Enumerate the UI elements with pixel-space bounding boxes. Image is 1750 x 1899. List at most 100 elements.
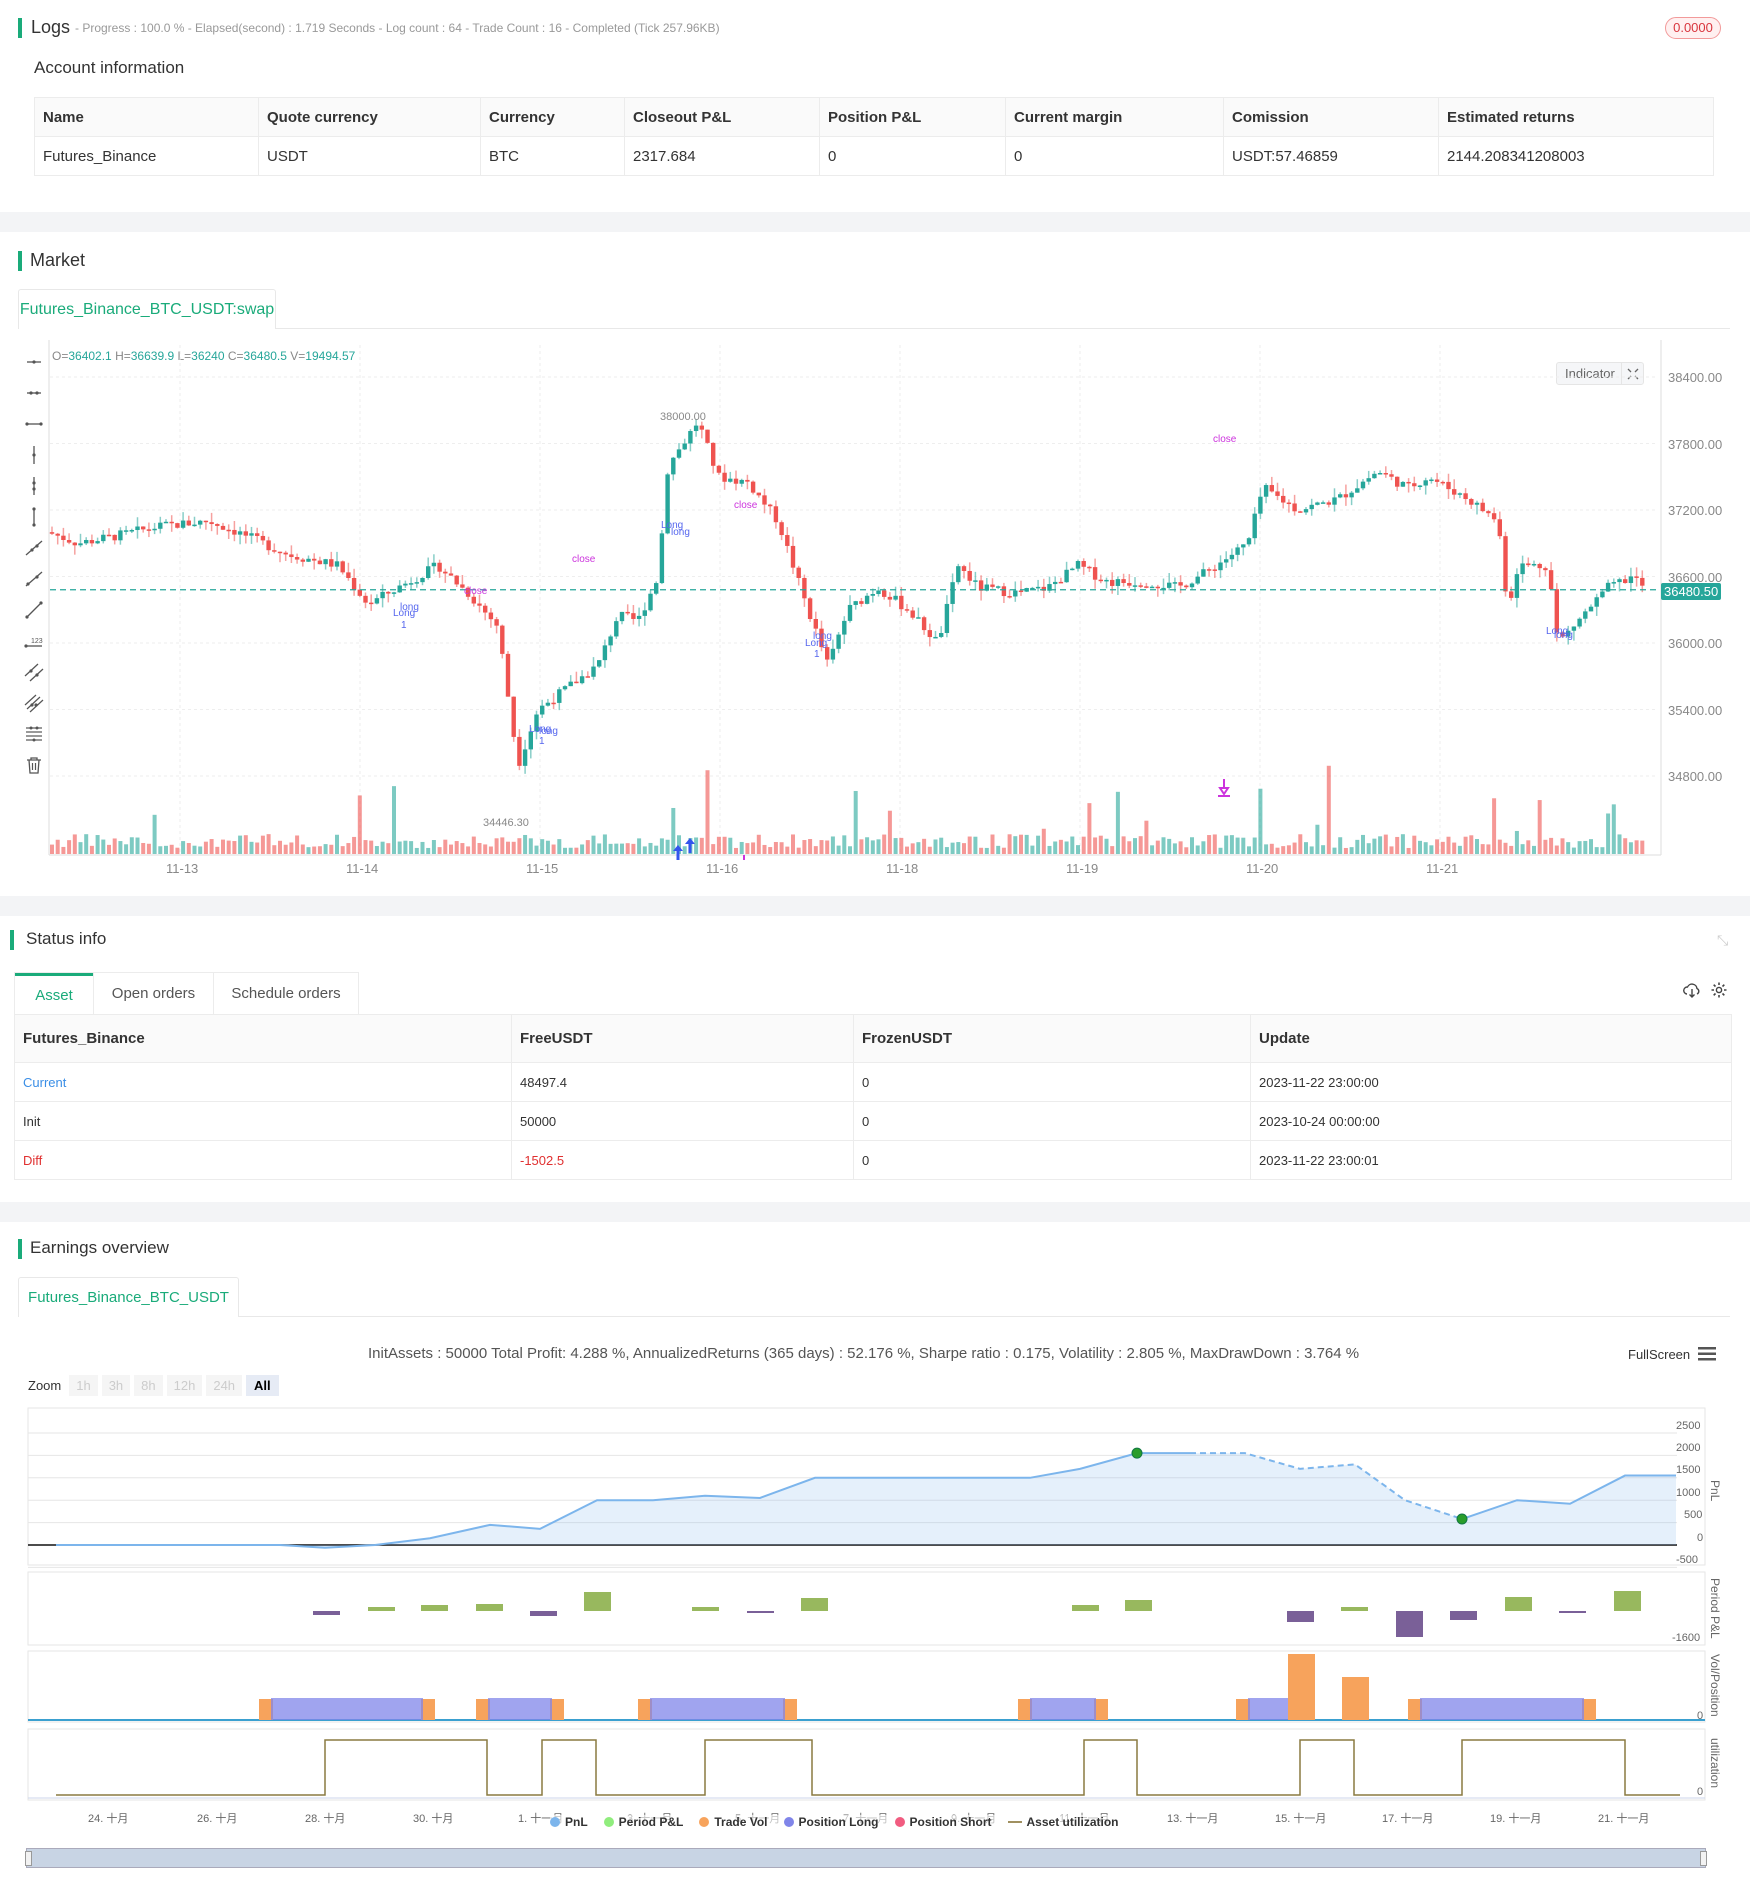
navigator-scrollbar[interactable] (25, 1848, 1707, 1868)
indicator-button[interactable]: Indicator (1556, 362, 1644, 385)
close-label: close (464, 586, 488, 597)
horizontal-line-tool-icon[interactable] (22, 412, 46, 436)
tab-schedule-orders[interactable]: Schedule orders (213, 973, 358, 1014)
tab-market-symbol[interactable]: Futures_Binance_BTC_USDT:swap (18, 289, 276, 329)
status-accent (10, 930, 14, 950)
navigator-handle-left[interactable] (25, 1851, 32, 1866)
zoom-3h-button[interactable]: 3h (101, 1375, 131, 1396)
close-label: close (572, 554, 596, 565)
ohlc-high: 36639.9 (130, 349, 175, 363)
status-tabs: Asset Open orders Schedule orders (14, 972, 359, 1014)
fullscreen-button[interactable]: FullScreen (1628, 1347, 1691, 1362)
ohlc-o-label: O= (52, 349, 69, 363)
legend-position-long[interactable]: Position Long (783, 1815, 879, 1829)
section-divider (0, 212, 1750, 232)
col-position-pnl: Position P&L (819, 97, 1006, 137)
horizontal-ray-tool-icon[interactable] (22, 350, 46, 374)
ohlc-c-label: C= (224, 349, 244, 363)
candlestick-chart[interactable] (48, 340, 1663, 860)
navigator-handle-right[interactable] (1700, 1851, 1707, 1866)
ohlc-volume: 19494.57 (305, 349, 356, 363)
col-update: Update (1250, 1014, 1732, 1063)
legend-label: Position Short (909, 1815, 992, 1829)
table-row: Diff -1502.5 0 2023-11-22 23:00:01 (14, 1140, 1732, 1180)
zoom-controls: Zoom 1h 3h 8h 12h 24h All (28, 1375, 279, 1396)
cell-frozen: 0 (853, 1140, 1251, 1180)
fibonacci-channel-tool-icon[interactable] (22, 691, 46, 715)
legend-pnl[interactable]: PnL (550, 1815, 588, 1829)
row-label-diff: Diff (14, 1140, 512, 1180)
account-row: Futures_Binance USDT BTC 2317.684 0 0 US… (34, 136, 1714, 176)
parallel-channel-tool-icon[interactable] (22, 660, 46, 684)
tab-earnings-symbol[interactable]: Futures_Binance_BTC_USDT (18, 1277, 239, 1317)
collapse-icon[interactable]: ⤡ (1717, 932, 1729, 948)
y-tick: 36600.00 (1668, 570, 1723, 585)
pnl-axis-title: PnL (1708, 1480, 1722, 1502)
fibonacci-lines-tool-icon[interactable] (22, 722, 46, 746)
trend-segment-tool-icon[interactable] (22, 567, 46, 591)
y-tick: 36000.00 (1668, 636, 1723, 651)
ohlc-low: 36240 (191, 349, 225, 363)
x-tick: 24. 十月 (88, 1813, 129, 1825)
svg-text:123: 123 (31, 638, 43, 645)
legend-line-icon (1007, 1821, 1022, 1823)
zoom-all-button[interactable]: All (246, 1375, 279, 1396)
cell-frozen: 0 (853, 1062, 1251, 1102)
settings-gear-icon[interactable] (1710, 981, 1728, 999)
ohlc-h-label: H= (111, 349, 131, 363)
market-title: Market (30, 250, 86, 270)
x-tick: 21. 十一月 (1598, 1813, 1650, 1825)
period-min-tick: -1600 (1672, 1632, 1701, 1644)
col-closeout-pnl: Closeout P&L (624, 97, 820, 137)
x-tick: 19. 十一月 (1490, 1813, 1542, 1825)
col-free-usdt: FreeUSDT (511, 1014, 854, 1063)
zoom-24h-button[interactable]: 24h (206, 1375, 243, 1396)
zoom-12h-button[interactable]: 12h (166, 1375, 203, 1396)
fullscreen-icon[interactable] (1621, 363, 1643, 384)
long-qty-label: 1 (814, 649, 820, 660)
earnings-chart[interactable] (0, 1400, 1750, 1830)
vertical-line-tool-icon[interactable] (22, 505, 46, 529)
cloud-download-icon[interactable] (1683, 981, 1701, 999)
x-tick: 11-19 (1066, 861, 1099, 876)
cell-update: 2023-11-22 23:00:01 (1250, 1140, 1732, 1180)
vertical-ray-tool-icon[interactable] (22, 443, 46, 467)
legend-dot-icon (894, 1817, 905, 1827)
long-entry-label: Long (1546, 626, 1569, 637)
legend-asset-utilization[interactable]: Asset utilization (1007, 1815, 1119, 1829)
vertical-segment-tool-icon[interactable] (22, 474, 46, 498)
close-label: close (1213, 434, 1237, 445)
market-accent (18, 251, 22, 271)
price-line-tool-icon[interactable]: 123 (22, 629, 46, 653)
cell-frozen: 0 (853, 1101, 1251, 1141)
legend-dot-icon (603, 1817, 614, 1827)
y-tick: 35400.00 (1668, 703, 1723, 718)
legend-dot-icon (783, 1817, 794, 1827)
legend-label: PnL (565, 1815, 588, 1829)
logs-summary: - Progress : 100.0 % - Elapsed(second) :… (75, 21, 720, 35)
legend-label: Asset utilization (1026, 1815, 1119, 1829)
zoom-8h-button[interactable]: 8h (134, 1375, 163, 1396)
long-entry-label: Long (393, 608, 416, 619)
profit-badge: 0.0000 (1665, 17, 1721, 39)
ohlc-open: 36402.1 (68, 349, 112, 363)
row-label-current[interactable]: Current (14, 1062, 512, 1102)
horizontal-segment-tool-icon[interactable] (22, 381, 46, 405)
row-label-init: Init (14, 1101, 512, 1141)
util-axis-title: utilization (1708, 1738, 1722, 1789)
tab-asset[interactable]: Asset (15, 973, 93, 1014)
menu-icon[interactable] (1698, 1347, 1716, 1361)
col-comission: Comission (1223, 97, 1439, 137)
trend-line-tool-icon[interactable] (22, 598, 46, 622)
zoom-1h-button[interactable]: 1h (69, 1375, 98, 1396)
tab-open-orders[interactable]: Open orders (93, 973, 213, 1014)
col-quote-currency: Quote currency (258, 97, 481, 137)
legend-position-short[interactable]: Position Short (894, 1815, 992, 1829)
cell-estimated-returns: 2144.208341208003 (1438, 136, 1714, 176)
x-tick: 11-20 (1246, 861, 1279, 876)
section-divider (0, 1202, 1750, 1222)
legend-trade-vol[interactable]: Trade Vol (699, 1815, 768, 1829)
legend-period-pnl[interactable]: Period P&L (603, 1815, 683, 1829)
trend-ray-tool-icon[interactable] (22, 536, 46, 560)
trash-icon[interactable] (22, 753, 46, 777)
